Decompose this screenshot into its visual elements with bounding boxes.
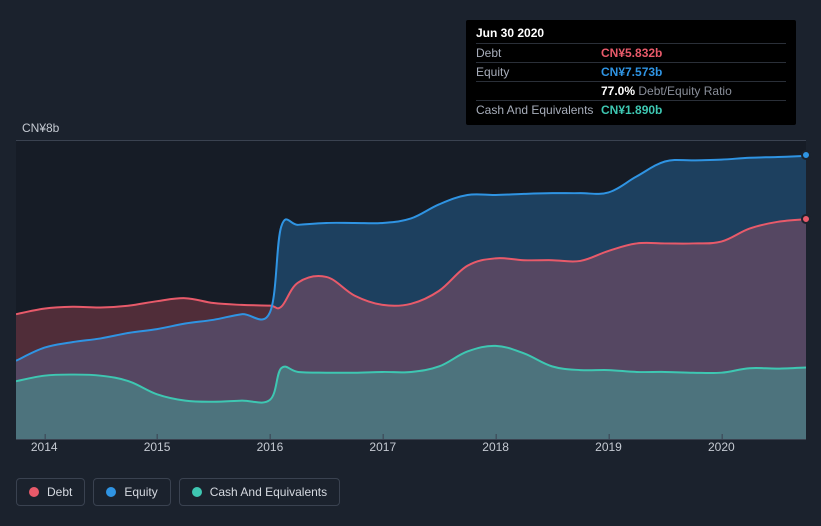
tooltip-row: DebtCN¥5.832b [476,43,786,62]
end-dot-equity [801,150,811,160]
x-tick: 2020 [708,440,735,454]
legend-swatch-icon [192,487,202,497]
legend-item-cash-and-equivalents[interactable]: Cash And Equivalents [179,478,340,506]
tooltip-row-value: 77.0% Debt/Equity Ratio [601,84,732,98]
tooltip-row-label [476,84,601,98]
x-tick: 2017 [369,440,396,454]
x-tick: 2015 [144,440,171,454]
legend-item-debt[interactable]: Debt [16,478,85,506]
chart-legend: Debt Equity Cash And Equivalents [16,478,340,506]
x-axis: 2014 2015 2016 2017 2018 2019 2020 [16,440,806,470]
legend-item-equity[interactable]: Equity [93,478,170,506]
y-axis-label-max: CN¥8b [22,121,59,135]
legend-swatch-icon [106,487,116,497]
legend-item-label: Equity [124,485,157,499]
legend-swatch-icon [29,487,39,497]
tooltip-row: Cash And EquivalentsCN¥1.890b [476,100,786,119]
x-tick: 2016 [257,440,284,454]
tooltip-row: EquityCN¥7.573b [476,62,786,81]
x-tick: 2018 [482,440,509,454]
tooltip-row-label: Equity [476,65,601,79]
tooltip-row: 77.0% Debt/Equity Ratio [476,81,786,100]
legend-item-label: Cash And Equivalents [210,485,327,499]
tooltip-row-label: Cash And Equivalents [476,103,601,117]
tooltip-row-value: CN¥1.890b [601,103,662,117]
legend-item-label: Debt [47,485,72,499]
x-tick: 2019 [595,440,622,454]
tooltip-date: Jun 30 2020 [476,26,786,43]
end-dot-debt [801,214,811,224]
chart-plot-area [16,140,806,440]
tooltip-row-suffix: Debt/Equity Ratio [635,84,732,98]
chart-tooltip: Jun 30 2020 DebtCN¥5.832bEquityCN¥7.573b… [466,20,796,125]
tooltip-row-value: CN¥5.832b [601,46,662,60]
tooltip-row-label: Debt [476,46,601,60]
tooltip-row-value: CN¥7.573b [601,65,662,79]
x-tick: 2014 [31,440,58,454]
